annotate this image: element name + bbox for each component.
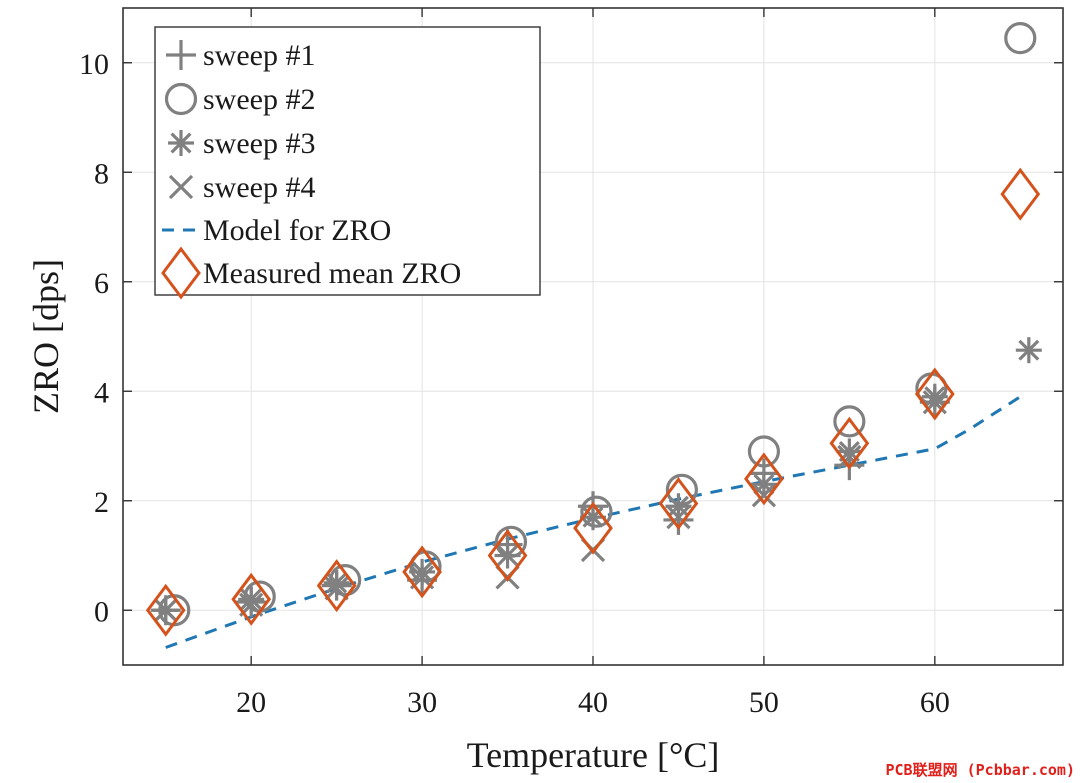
measured-mean-point bbox=[744, 452, 784, 506]
y-tick-label: 6 bbox=[94, 267, 109, 300]
y-tick-label: 4 bbox=[94, 376, 109, 409]
sweep-3-point bbox=[1015, 337, 1042, 364]
diamond-shape bbox=[487, 529, 528, 582]
sweep-2-point bbox=[580, 495, 613, 528]
legend-item-sweep-1: sweep #1 bbox=[166, 39, 315, 72]
sweep-2-point bbox=[833, 405, 866, 438]
sweep-2-point bbox=[747, 435, 781, 468]
ast-d2 bbox=[411, 561, 433, 583]
ast-d2 bbox=[924, 386, 946, 408]
diamond-shape bbox=[1000, 167, 1041, 221]
sweep-3-point bbox=[323, 569, 350, 596]
model-line-layer bbox=[165, 395, 1022, 649]
ast-d2 bbox=[326, 572, 348, 594]
y-tick-label: 10 bbox=[79, 48, 109, 81]
x-d2 bbox=[751, 483, 777, 508]
circle-shape bbox=[1004, 22, 1037, 55]
legend-label: sweep #3 bbox=[203, 127, 315, 160]
measured-mean-point bbox=[231, 572, 272, 626]
legend-marker bbox=[168, 130, 194, 156]
x-tick-label: 50 bbox=[749, 686, 779, 719]
legend-label: sweep #1 bbox=[203, 39, 315, 72]
x-d2 bbox=[168, 174, 194, 200]
x-tick-label: 20 bbox=[236, 686, 266, 719]
watermark-text: PCB联盟网 (Pcbbar.com) bbox=[886, 761, 1076, 779]
diamond-shape bbox=[231, 572, 272, 626]
ast-d2 bbox=[1018, 339, 1040, 361]
x-tick-label: 60 bbox=[920, 686, 950, 719]
legend-item-sweep-4: sweep #4 bbox=[168, 171, 315, 204]
ast-d2 bbox=[497, 545, 519, 566]
circle-shape bbox=[747, 435, 781, 468]
x-d2 bbox=[837, 444, 862, 470]
sweep-3-point bbox=[921, 383, 948, 410]
circle-shape bbox=[580, 495, 613, 528]
measured-mean-point bbox=[487, 529, 528, 582]
sweep-3-point bbox=[409, 558, 436, 585]
legend-item-measured-mean: Measured mean ZRO bbox=[161, 246, 461, 300]
sweep-4-point bbox=[153, 598, 178, 623]
markers-layer bbox=[145, 22, 1042, 637]
diamond-shape bbox=[573, 501, 613, 555]
legend-box bbox=[154, 26, 541, 296]
model-line bbox=[165, 395, 1022, 649]
diamond-shape bbox=[402, 545, 442, 599]
measured-mean-point bbox=[145, 583, 186, 637]
diamond-shape bbox=[161, 246, 201, 300]
legend-label: Model for ZRO bbox=[203, 214, 391, 247]
x-tick-label: 30 bbox=[407, 686, 437, 719]
circle-shape bbox=[164, 82, 198, 116]
legend-marker bbox=[168, 174, 194, 200]
measured-mean-point bbox=[914, 367, 955, 421]
legend-item-sweep-3: sweep #3 bbox=[168, 127, 315, 160]
circle-shape bbox=[833, 405, 866, 438]
legend-label: Measured mean ZRO bbox=[203, 257, 461, 290]
diamond-shape bbox=[829, 416, 870, 470]
ticks: 20 30 40 50 60 0 2 4 6 8 10 bbox=[79, 8, 1063, 719]
measured-mean-point bbox=[829, 416, 870, 470]
y-tick-label: 8 bbox=[94, 157, 109, 190]
diamond-shape bbox=[914, 367, 955, 421]
y-tick-label: 0 bbox=[94, 595, 109, 628]
legend-marker bbox=[161, 246, 201, 300]
y-axis-label: ZRO [dps] bbox=[26, 259, 66, 414]
legend-label: sweep #4 bbox=[203, 171, 315, 204]
x-d2 bbox=[153, 598, 178, 623]
sweep-3-point bbox=[836, 438, 863, 465]
diamond-shape bbox=[658, 476, 699, 530]
measured-mean-point bbox=[1000, 167, 1041, 221]
x-axis-label: Temperature [°C] bbox=[467, 735, 720, 775]
diamond-shape bbox=[145, 583, 186, 637]
legend-marker bbox=[164, 82, 198, 116]
sweep-4-point bbox=[837, 444, 862, 470]
measured-mean-point bbox=[573, 501, 613, 555]
sweep-4-point bbox=[751, 483, 777, 508]
diamond-shape bbox=[744, 452, 784, 506]
legend-item-model: Model for ZRO bbox=[162, 214, 391, 247]
sweep-3-point bbox=[494, 542, 521, 569]
sweep-4-point bbox=[666, 505, 691, 530]
measured-mean-point bbox=[316, 559, 357, 613]
x-d2 bbox=[324, 576, 349, 601]
legend-label: sweep #2 bbox=[203, 83, 315, 116]
measured-mean-point bbox=[402, 545, 442, 599]
x-d2 bbox=[666, 505, 691, 530]
sweep-2-point bbox=[1004, 22, 1037, 55]
measured-mean-point bbox=[658, 476, 699, 530]
legend: sweep #1 sweep #2 sweep #3 sweep #4 Model fo… bbox=[154, 26, 541, 300]
x-tick-label: 40 bbox=[578, 686, 608, 719]
legend-marker bbox=[166, 40, 196, 70]
y-tick-label: 2 bbox=[94, 486, 109, 519]
sweep-3-point bbox=[238, 586, 265, 613]
ast-d2 bbox=[170, 132, 192, 154]
legend-item-sweep-2: sweep #2 bbox=[164, 82, 315, 116]
sweep-4-point bbox=[324, 576, 349, 601]
diamond-shape bbox=[316, 559, 357, 613]
ast-d2 bbox=[240, 588, 262, 610]
